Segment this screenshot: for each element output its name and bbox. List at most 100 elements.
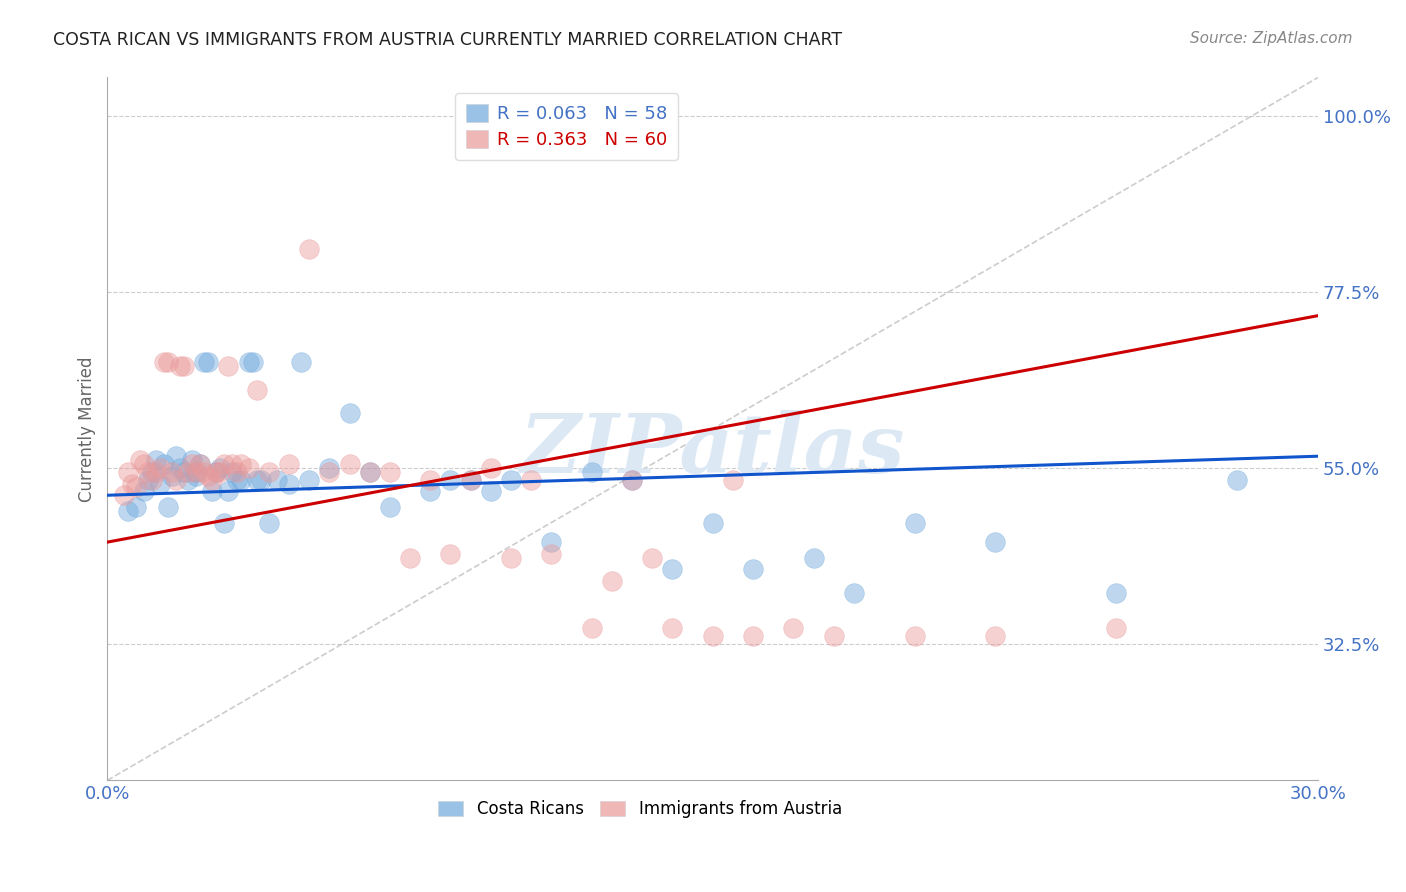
Point bbox=[1226, 473, 1249, 487]
Point bbox=[298, 242, 321, 256]
Point bbox=[621, 473, 644, 487]
Point bbox=[149, 476, 172, 491]
Point bbox=[173, 465, 195, 479]
Point bbox=[378, 500, 401, 514]
Point bbox=[117, 504, 139, 518]
Point bbox=[214, 457, 236, 471]
Point bbox=[132, 457, 155, 471]
Point bbox=[499, 473, 522, 487]
Point bbox=[149, 461, 172, 475]
Point bbox=[221, 465, 243, 479]
Text: Source: ZipAtlas.com: Source: ZipAtlas.com bbox=[1189, 31, 1353, 46]
Point bbox=[225, 465, 247, 479]
Point bbox=[721, 473, 744, 487]
Legend: Costa Ricans, Immigrants from Austria: Costa Ricans, Immigrants from Austria bbox=[432, 793, 849, 825]
Point bbox=[217, 484, 239, 499]
Point bbox=[145, 453, 167, 467]
Point bbox=[186, 465, 208, 479]
Point bbox=[1105, 586, 1128, 600]
Point bbox=[193, 465, 215, 479]
Point bbox=[214, 516, 236, 530]
Point bbox=[209, 461, 232, 475]
Point bbox=[399, 550, 422, 565]
Point bbox=[782, 621, 804, 635]
Point bbox=[141, 465, 163, 479]
Point bbox=[205, 465, 228, 479]
Point bbox=[460, 473, 482, 487]
Point bbox=[169, 359, 191, 374]
Point bbox=[112, 488, 135, 502]
Point bbox=[479, 484, 502, 499]
Point bbox=[177, 465, 200, 479]
Text: COSTA RICAN VS IMMIGRANTS FROM AUSTRIA CURRENTLY MARRIED CORRELATION CHART: COSTA RICAN VS IMMIGRANTS FROM AUSTRIA C… bbox=[53, 31, 842, 49]
Point bbox=[186, 465, 208, 479]
Point bbox=[128, 453, 150, 467]
Point bbox=[165, 449, 187, 463]
Point bbox=[242, 355, 264, 369]
Point bbox=[141, 473, 163, 487]
Point bbox=[188, 457, 211, 471]
Point bbox=[842, 586, 865, 600]
Point bbox=[153, 355, 176, 369]
Point bbox=[156, 500, 179, 514]
Point bbox=[298, 473, 321, 487]
Point bbox=[229, 457, 252, 471]
Point bbox=[378, 465, 401, 479]
Point bbox=[803, 550, 825, 565]
Point bbox=[742, 562, 765, 576]
Point bbox=[439, 547, 461, 561]
Point bbox=[145, 465, 167, 479]
Point bbox=[257, 516, 280, 530]
Point bbox=[136, 465, 159, 479]
Point bbox=[600, 574, 623, 589]
Point bbox=[702, 629, 724, 643]
Point bbox=[197, 468, 219, 483]
Point bbox=[169, 461, 191, 475]
Point bbox=[229, 473, 252, 487]
Point bbox=[197, 355, 219, 369]
Point bbox=[278, 457, 301, 471]
Point bbox=[702, 516, 724, 530]
Point bbox=[621, 473, 644, 487]
Point bbox=[173, 359, 195, 374]
Point bbox=[124, 500, 146, 514]
Point bbox=[540, 535, 562, 549]
Point bbox=[742, 629, 765, 643]
Point bbox=[238, 461, 260, 475]
Point bbox=[221, 457, 243, 471]
Point bbox=[1105, 621, 1128, 635]
Point bbox=[136, 473, 159, 487]
Point bbox=[153, 457, 176, 471]
Point bbox=[201, 484, 224, 499]
Point bbox=[984, 535, 1007, 549]
Point bbox=[160, 465, 183, 479]
Point bbox=[181, 457, 204, 471]
Point bbox=[290, 355, 312, 369]
Point bbox=[339, 457, 361, 471]
Point bbox=[661, 621, 683, 635]
Point bbox=[266, 473, 288, 487]
Point bbox=[205, 465, 228, 479]
Point bbox=[165, 473, 187, 487]
Point bbox=[318, 461, 340, 475]
Point bbox=[160, 468, 183, 483]
Point bbox=[359, 465, 381, 479]
Point bbox=[186, 468, 208, 483]
Point bbox=[238, 355, 260, 369]
Point bbox=[520, 473, 543, 487]
Point bbox=[419, 484, 441, 499]
Point bbox=[540, 547, 562, 561]
Point bbox=[188, 457, 211, 471]
Point bbox=[903, 516, 925, 530]
Point bbox=[641, 550, 664, 565]
Point bbox=[460, 473, 482, 487]
Point bbox=[132, 484, 155, 499]
Point bbox=[581, 465, 603, 479]
Point bbox=[661, 562, 683, 576]
Point bbox=[278, 476, 301, 491]
Point bbox=[479, 461, 502, 475]
Point bbox=[984, 629, 1007, 643]
Point bbox=[359, 465, 381, 479]
Point bbox=[117, 465, 139, 479]
Point bbox=[581, 621, 603, 635]
